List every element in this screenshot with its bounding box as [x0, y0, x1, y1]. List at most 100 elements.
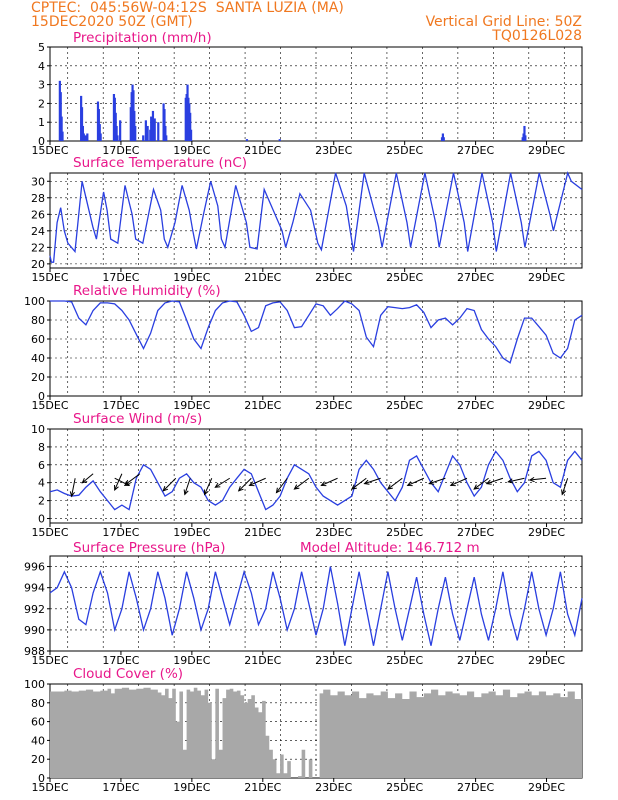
precip-bar [189, 129, 193, 141]
x-tick-label: 21DEC [244, 781, 281, 794]
x-tick-label: 27DEC [457, 654, 494, 667]
x-tick-label: 23DEC [315, 781, 352, 794]
x-tick-label: 17DEC [102, 271, 139, 284]
x-tick-label: 15DEC [31, 271, 68, 284]
precip-bar [165, 135, 168, 141]
y-tick-label: 988 [24, 645, 45, 658]
y-tick-label: 26 [31, 208, 45, 221]
wind-arrow [249, 477, 266, 486]
precip-bar [442, 137, 445, 141]
precip-bar [150, 116, 153, 141]
wind-arrow [321, 477, 338, 486]
relative-humidity-panel: 0 20 40 60 80 100 15DEC 17DEC 19DEC 21DEC 23DEC 25D… [24, 283, 583, 412]
y-tick-label: 0 [38, 513, 45, 526]
x-tick-label: 25DEC [386, 654, 423, 667]
surface-temperature-panel: 20 22 24 26 28 30 15DEC 17DEC 19DEC 21DEC 23DEC 25D… [31, 155, 583, 284]
wind-arrow [450, 477, 468, 486]
x-tick-label: 27DEC [457, 781, 494, 794]
precipitation-panel: 0 1 2 3 4 5 15DEC 17DEC 19DEC 21DEC 23DEC 25DEC 27DE… [31, 30, 583, 157]
precip-bar [151, 110, 155, 141]
x-tick-label: 21DEC [244, 654, 281, 667]
x-tick-label: 17DEC [102, 781, 139, 794]
x-tick-label: 17DEC [102, 144, 139, 157]
x-tick-label: 27DEC [457, 526, 494, 539]
y-tick-label: 990 [24, 624, 45, 637]
precip-bar [164, 125, 167, 141]
x-tick-label: 27DEC [457, 399, 494, 412]
y-tick-label: 5 [38, 41, 45, 54]
wind-arrow-head [203, 489, 209, 496]
x-tick-label: 29DEC [528, 271, 565, 284]
wind-arrow [82, 473, 94, 484]
header-run-time: 15DEC2020 50Z (GMT) [31, 14, 193, 30]
x-tick-label: 15DEC [31, 144, 68, 157]
x-tick-label: 21DEC [244, 399, 281, 412]
relative-humidity-title: Relative Humidity (%) [73, 283, 221, 299]
precip-bar [142, 135, 145, 141]
precip-bar [134, 125, 137, 141]
x-tick-label: 25DEC [386, 271, 423, 284]
x-tick-label: 17DEC [102, 526, 139, 539]
wind-arrow [162, 477, 177, 492]
wind-arrow-head [162, 485, 169, 492]
x-tick-label: 25DEC [386, 399, 423, 412]
wind-arrow-head [386, 484, 393, 490]
wind-arrow [114, 473, 123, 491]
x-tick-label: 17DEC [102, 654, 139, 667]
wind-arrow-head [69, 491, 75, 498]
surface-pressure-line [49, 566, 583, 646]
wind-arrow-head [406, 481, 413, 487]
y-tick-label: 20 [31, 371, 45, 384]
wind-arrow-head [561, 489, 567, 496]
wind-arrow [294, 477, 310, 490]
precip-bar [146, 125, 149, 141]
x-tick-label: 23DEC [315, 526, 352, 539]
y-tick-label: 0 [38, 772, 45, 785]
precip-bar [61, 131, 64, 141]
precip-bar [524, 135, 527, 141]
y-tick-label: 20 [31, 753, 45, 766]
y-tick-label: 1 [38, 116, 45, 129]
precipitation-title: Precipitation (mm/h) [73, 30, 212, 46]
x-tick-label: 25DEC [386, 526, 423, 539]
y-tick-label: 20 [31, 258, 45, 271]
wind-arrow-head [351, 484, 357, 490]
wind-arrow-head [237, 485, 244, 492]
y-tick-label: 992 [24, 603, 45, 616]
precip-bar [98, 124, 101, 141]
x-tick-label: 21DEC [244, 144, 281, 157]
wind-arrow [561, 478, 569, 495]
wind-arrow-head [183, 489, 189, 496]
surface-pressure-title: Surface Pressure (hPa) [73, 540, 226, 556]
y-tick-label: 60 [31, 333, 45, 346]
wind-arrow [364, 477, 381, 485]
wind-arrow [184, 478, 191, 495]
wind-arrow [276, 477, 288, 493]
precip-bar [60, 116, 63, 141]
wind-arrow-head [528, 476, 535, 483]
x-tick-label: 19DEC [173, 526, 210, 539]
y-tick-label: 0 [38, 390, 45, 403]
y-tick-label: 80 [31, 697, 45, 710]
x-tick-label: 29DEC [528, 526, 565, 539]
x-tick-label: 21DEC [244, 271, 281, 284]
wind-arrow-head [363, 479, 370, 485]
precip-bar [99, 133, 102, 141]
precip-bar [86, 133, 89, 141]
y-tick-label: 8 [38, 441, 45, 454]
wind-arrow [238, 477, 252, 492]
wind-arrow-head [214, 482, 221, 488]
surface-pressure-panel: 988 990 992 994 996 15DEC 17DEC 19DEC 21DEC 23DEC… [24, 540, 583, 667]
x-tick-label: 29DEC [528, 781, 565, 794]
precip-bar [144, 120, 147, 141]
wind-arrow [429, 477, 446, 485]
y-tick-label: 40 [31, 734, 45, 747]
wind-arrow-head [473, 484, 480, 490]
wind-arrow [204, 478, 213, 495]
x-tick-label: 25DEC [386, 781, 423, 794]
x-tick-label: 21DEC [244, 526, 281, 539]
y-tick-label: 100 [24, 295, 45, 308]
cloud-cover-panel: 0 20 40 60 80 100 15DEC 17DEC 19DEC 21DEC 23DEC 25D… [24, 666, 583, 794]
surface-temperature-title: Surface Temperature (nC) [73, 155, 247, 171]
